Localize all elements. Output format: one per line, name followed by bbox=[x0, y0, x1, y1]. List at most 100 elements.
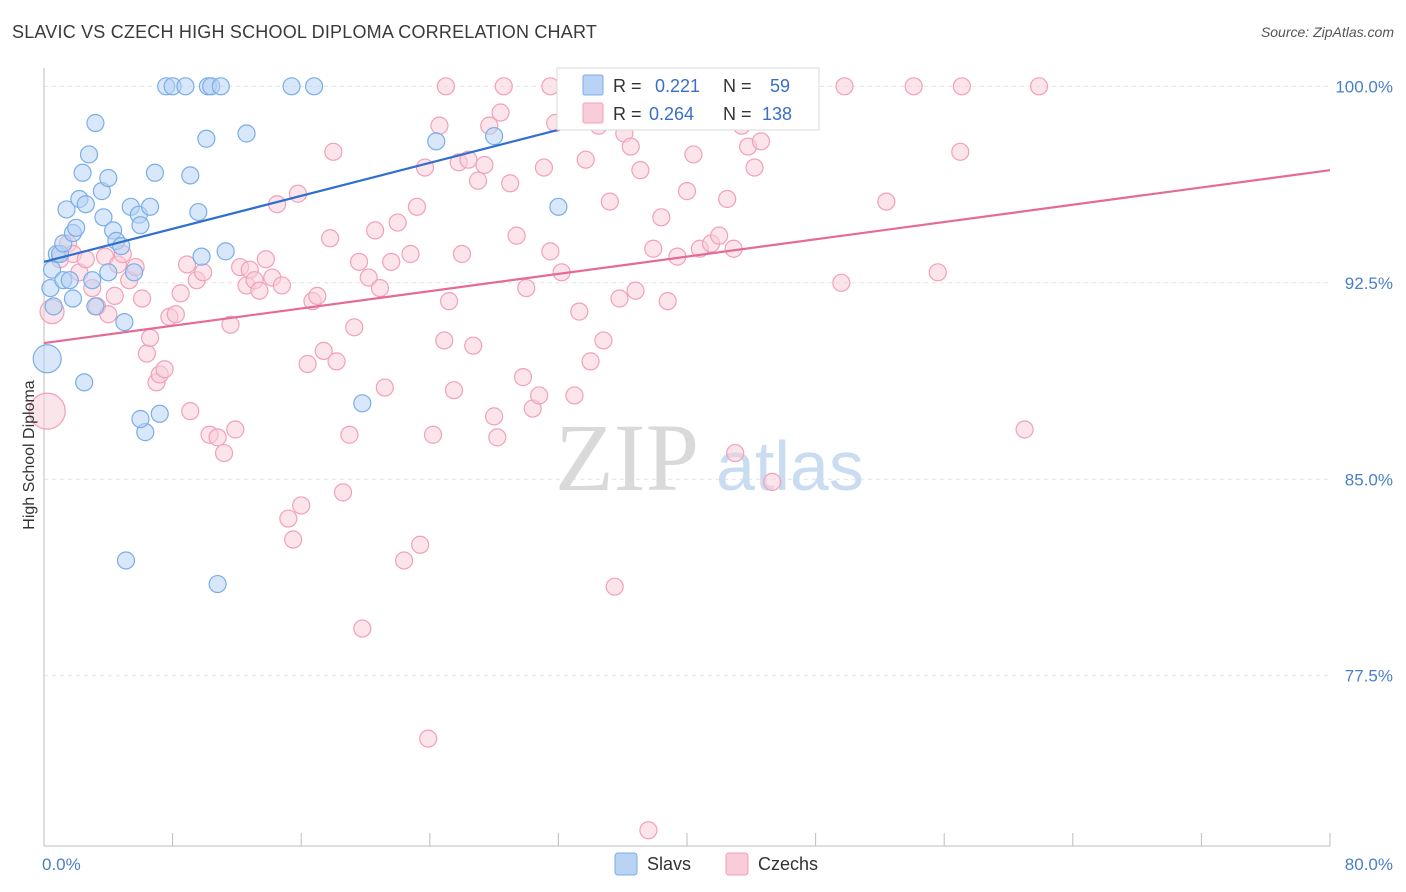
czechs-point bbox=[877, 192, 896, 211]
slavs-point bbox=[32, 344, 62, 374]
czechs-points bbox=[28, 77, 1049, 840]
czechs-point bbox=[345, 318, 364, 337]
legend: Slavs Czechs bbox=[614, 852, 818, 876]
czechs-point bbox=[621, 137, 640, 156]
czechs-point bbox=[507, 226, 526, 245]
czechs-point bbox=[710, 226, 729, 245]
slavs-point bbox=[181, 166, 200, 185]
x-tick-label-0: 0.0% bbox=[42, 855, 81, 874]
x-tick-labels: 0.0% 80.0% bbox=[42, 855, 1393, 874]
czechs-point bbox=[600, 192, 619, 211]
czechs-point bbox=[751, 132, 771, 151]
czechs-point bbox=[610, 289, 629, 308]
slavs-point bbox=[99, 263, 118, 282]
czechs-point bbox=[324, 142, 343, 161]
czechs-point bbox=[140, 328, 160, 347]
czechs-point bbox=[28, 392, 66, 430]
czechs-point bbox=[951, 142, 970, 161]
czechs-point bbox=[626, 281, 645, 300]
czechs-point bbox=[430, 116, 449, 135]
czechs-point bbox=[181, 402, 200, 421]
czechs-point bbox=[366, 221, 385, 240]
czechs-point bbox=[177, 255, 197, 274]
czechs-point bbox=[684, 145, 703, 164]
slavs-point bbox=[189, 202, 208, 222]
czechs-point bbox=[436, 77, 455, 96]
slavs-point bbox=[116, 551, 136, 570]
x-tick-label-1: 80.0% bbox=[1345, 855, 1393, 874]
czechs-point bbox=[652, 208, 671, 227]
czechs-point bbox=[1015, 420, 1034, 439]
slavs-point bbox=[208, 574, 227, 594]
slavs-point bbox=[124, 263, 144, 282]
czechs-point bbox=[166, 305, 185, 324]
czechs-point bbox=[491, 103, 510, 122]
czechs-point bbox=[928, 263, 947, 282]
czechs-point bbox=[534, 158, 554, 177]
czechs-point bbox=[155, 360, 174, 379]
slavs-point bbox=[63, 289, 83, 308]
y-tick-label-0: 100.0% bbox=[1335, 77, 1393, 96]
czechs-point bbox=[279, 509, 298, 528]
czechs-point bbox=[513, 368, 533, 387]
czechs-point bbox=[284, 530, 303, 549]
stats-slavs-r-label: R = bbox=[613, 76, 642, 96]
stats-slavs-n-value: 59 bbox=[770, 76, 790, 96]
czechs-point bbox=[485, 407, 504, 426]
czechs-point bbox=[832, 273, 851, 292]
slavs-point bbox=[99, 168, 118, 188]
czechs-point bbox=[468, 171, 488, 190]
stats-box: R = 0.221 N = 59 R = 0.264 N = 138 bbox=[556, 67, 820, 131]
slavs-point bbox=[216, 242, 235, 261]
czechs-point bbox=[658, 292, 677, 311]
y-axis-title: High School Diploma bbox=[21, 380, 38, 530]
slavs-point bbox=[79, 145, 99, 164]
stats-czechs-r-value: 0.264 bbox=[649, 104, 694, 124]
slavs-point bbox=[44, 297, 63, 316]
czechs-point bbox=[137, 344, 156, 363]
legend-label-czechs: Czechs bbox=[758, 854, 818, 874]
czechs-point bbox=[745, 158, 764, 177]
czechs-point bbox=[475, 155, 494, 175]
slavs-point bbox=[353, 394, 372, 413]
czechs-point bbox=[565, 386, 584, 405]
slavs-point bbox=[192, 247, 211, 266]
stats-slavs-r-value: 0.221 bbox=[655, 76, 700, 96]
czechs-point bbox=[488, 428, 507, 447]
watermark-atlas: atlas bbox=[716, 427, 864, 505]
czechs-point bbox=[333, 483, 353, 502]
stats-swatch-slavs bbox=[582, 74, 604, 96]
czechs-point bbox=[171, 284, 190, 303]
czechs-point bbox=[501, 174, 520, 193]
stats-czechs-n-value: 138 bbox=[762, 104, 792, 124]
czechs-point bbox=[541, 242, 560, 261]
czechs-point bbox=[214, 443, 234, 463]
czechs-point bbox=[644, 239, 663, 258]
gridlines bbox=[44, 85, 1330, 677]
czechs-point bbox=[132, 289, 152, 308]
legend-label-slavs: Slavs bbox=[647, 854, 691, 874]
czechs-point bbox=[530, 386, 549, 405]
czechs-point bbox=[576, 150, 595, 169]
czechs-point bbox=[459, 150, 478, 169]
czechs-point bbox=[272, 276, 292, 295]
czechs-point bbox=[763, 472, 782, 491]
czechs-point bbox=[314, 341, 333, 361]
czechs-point bbox=[394, 551, 414, 570]
czechs-point bbox=[423, 425, 443, 444]
czechs-point bbox=[411, 535, 430, 554]
czechs-point bbox=[517, 278, 536, 298]
slavs-point bbox=[60, 271, 79, 290]
source-label: Source: ZipAtlas.com bbox=[1260, 24, 1394, 40]
czechs-point bbox=[349, 252, 369, 271]
slavs-point bbox=[211, 77, 230, 96]
slavs-point bbox=[73, 163, 92, 182]
stats-swatch-czechs bbox=[582, 102, 604, 124]
czechs-point bbox=[308, 286, 327, 305]
czechs-point bbox=[570, 302, 589, 321]
czechs-point bbox=[541, 77, 560, 96]
slavs-point bbox=[83, 271, 102, 290]
slavs-point bbox=[94, 208, 113, 227]
czechs-point bbox=[718, 189, 737, 209]
czechs-point bbox=[340, 425, 359, 444]
